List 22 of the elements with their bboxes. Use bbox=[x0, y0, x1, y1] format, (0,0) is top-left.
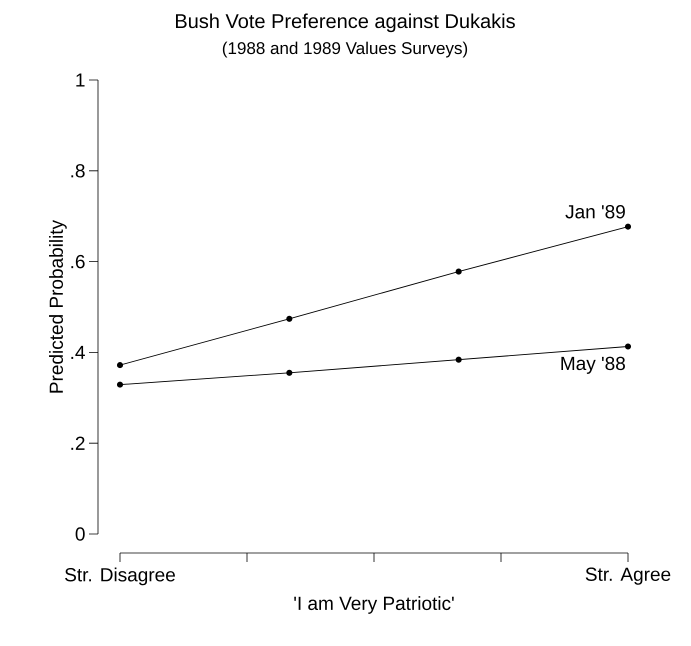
chart-title: Bush Vote Preference against Dukakis bbox=[176, 14, 515, 32]
y-tick-label: .6 bbox=[71, 254, 85, 268]
point bbox=[286, 316, 292, 322]
chart-subtitle: (1988 and 1989 Values Surveys) bbox=[222, 42, 468, 58]
point bbox=[624, 224, 632, 230]
y-axis-title: Predicted Probability bbox=[49, 220, 67, 393]
point bbox=[456, 268, 462, 275]
point bbox=[286, 370, 292, 376]
y-tick-label: 1 bbox=[76, 73, 85, 87]
x-tick-label: Str. Disagree bbox=[65, 568, 175, 586]
point bbox=[116, 382, 124, 388]
series-label: Jan '89 bbox=[565, 204, 625, 218]
x-axis-title: 'I am Very Patriotic' bbox=[294, 596, 454, 614]
point bbox=[456, 356, 462, 363]
point bbox=[624, 343, 632, 350]
y-tick-label: 0 bbox=[76, 527, 85, 541]
y-tick-label: .4 bbox=[71, 346, 85, 359]
series-label: May '88 bbox=[561, 356, 625, 374]
x-tick-label: Str. Agree bbox=[586, 568, 670, 585]
y-tick-label: .2 bbox=[71, 436, 85, 450]
y-tick-label: .8 bbox=[71, 164, 85, 178]
point bbox=[116, 362, 124, 368]
